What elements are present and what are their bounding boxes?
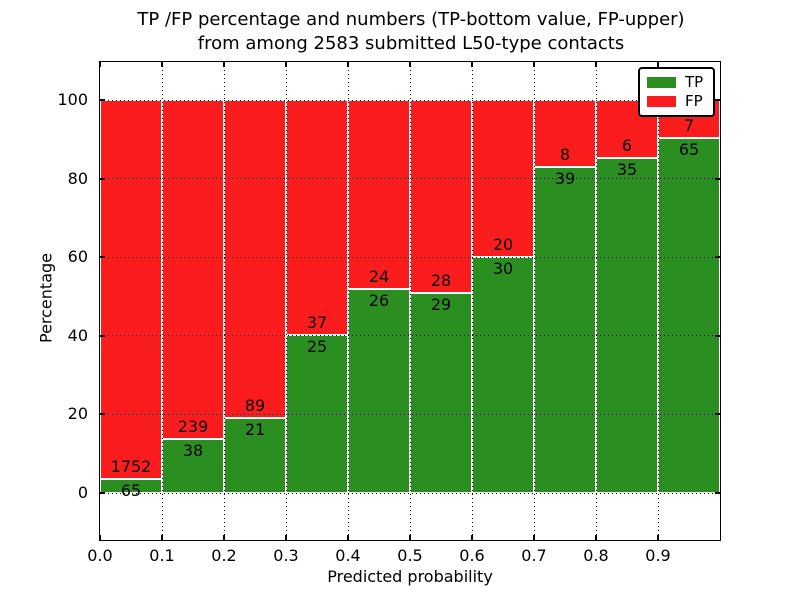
y-tickmark-right bbox=[715, 256, 720, 259]
y-tick-label: 0 bbox=[77, 483, 88, 502]
x-gridline bbox=[223, 62, 225, 540]
x-tickmark-top bbox=[533, 62, 535, 67]
y-tickmark-right bbox=[715, 177, 720, 180]
x-tick-label: 0.3 bbox=[273, 546, 299, 565]
y-tickmark-left bbox=[100, 177, 105, 180]
x-gridline bbox=[285, 62, 287, 540]
y-tickmark-left bbox=[100, 256, 105, 259]
x-tick-label: 0.8 bbox=[583, 546, 609, 565]
x-tickmark-bottom bbox=[657, 535, 659, 540]
x-gridline bbox=[347, 62, 349, 540]
legend-item-fp: FP bbox=[647, 92, 713, 111]
tp-bar-segment bbox=[534, 166, 596, 493]
x-tick-label: 0.0 bbox=[87, 546, 113, 565]
x-gridline bbox=[595, 62, 597, 540]
legend-label-fp: FP bbox=[685, 92, 703, 110]
y-tick-label: 20 bbox=[67, 404, 88, 424]
x-tickmark-top bbox=[223, 62, 225, 67]
x-tickmark-top bbox=[471, 62, 473, 67]
y-tickmark-left bbox=[100, 492, 105, 494]
y-tickmark-left bbox=[100, 334, 105, 337]
x-gridline bbox=[471, 62, 473, 540]
y-tick-label: 40 bbox=[67, 325, 88, 345]
x-tickmark-bottom bbox=[99, 535, 101, 540]
x-tickmark-bottom bbox=[595, 535, 597, 540]
y-tickmark-right bbox=[715, 413, 720, 416]
x-gridline bbox=[409, 62, 411, 540]
tp-color-swatch bbox=[647, 77, 676, 88]
legend-label-tp: TP bbox=[685, 73, 704, 91]
chart-title-line2: from among 2583 submitted L50-type conta… bbox=[197, 33, 625, 54]
fp-bar-segment bbox=[410, 100, 472, 294]
chart-title: TP /FP percentage and numbers (TP-bottom… bbox=[100, 8, 722, 56]
x-tickmark-bottom bbox=[161, 535, 163, 540]
x-tick-label: 0.2 bbox=[211, 546, 237, 565]
y-tick-label: 80 bbox=[67, 168, 88, 188]
y-tick-label: 60 bbox=[67, 247, 88, 267]
tp-bar-segment bbox=[348, 288, 410, 493]
x-tickmark-bottom bbox=[223, 535, 225, 540]
fp-bar-segment bbox=[100, 100, 162, 479]
x-tickmark-bottom bbox=[347, 535, 349, 540]
fp-bar-segment bbox=[224, 100, 286, 418]
y-tickmark-left bbox=[100, 99, 105, 101]
tp-bar-segment bbox=[100, 478, 162, 493]
x-tick-label: 0.9 bbox=[645, 546, 671, 565]
x-tick-label: 0.7 bbox=[521, 546, 547, 565]
legend: TP FP bbox=[638, 67, 715, 117]
x-gridline bbox=[161, 62, 163, 540]
y-tickmark-right bbox=[715, 492, 720, 494]
y-tickmark-left bbox=[100, 413, 105, 416]
x-tick-label: 0.1 bbox=[149, 546, 175, 565]
fp-color-swatch bbox=[647, 96, 676, 107]
tp-bar-segment bbox=[224, 417, 286, 493]
tp-bar-segment bbox=[286, 334, 348, 493]
x-tickmark-top bbox=[657, 62, 659, 67]
tp-bar-segment bbox=[596, 157, 658, 493]
x-axis-label: Predicted probability bbox=[327, 567, 493, 586]
x-tick-label: 0.4 bbox=[335, 546, 361, 565]
x-gridline bbox=[533, 62, 535, 540]
x-tickmark-bottom bbox=[471, 535, 473, 540]
x-tickmark-top bbox=[347, 62, 349, 67]
y-tickmark-right bbox=[715, 334, 720, 337]
x-tickmark-bottom bbox=[533, 535, 535, 540]
x-tick-label: 0.5 bbox=[397, 546, 423, 565]
tp-bar-segment bbox=[410, 293, 472, 493]
x-tickmark-top bbox=[99, 62, 101, 67]
x-gridline bbox=[657, 62, 659, 540]
fp-bar-segment bbox=[348, 100, 410, 289]
x-tickmark-bottom bbox=[285, 535, 287, 540]
x-tickmark-top bbox=[285, 62, 287, 67]
x-tickmark-top bbox=[595, 62, 597, 67]
x-tickmark-bottom bbox=[409, 535, 411, 540]
plot-area: 1752 65 239 38 89 21 37 25 24 26 28 29 20 30 8 39 6 35 7 65… bbox=[99, 61, 721, 541]
fp-bar-segment bbox=[534, 100, 596, 167]
tp-bar-segment bbox=[472, 257, 534, 493]
chart-title-line1: TP /FP percentage and numbers (TP-bottom… bbox=[137, 9, 685, 30]
y-tick-label: 100 bbox=[57, 90, 88, 109]
fp-bar-segment bbox=[162, 100, 224, 440]
tp-bar-segment bbox=[162, 439, 224, 493]
x-tickmark-top bbox=[161, 62, 163, 67]
tp-bar-segment bbox=[658, 138, 720, 493]
y-tickmark-right bbox=[715, 99, 720, 101]
x-tick-label: 0.6 bbox=[459, 546, 485, 565]
legend-item-tp: TP bbox=[647, 73, 713, 92]
fp-bar-segment bbox=[286, 100, 348, 335]
x-tickmark-top bbox=[409, 62, 411, 67]
